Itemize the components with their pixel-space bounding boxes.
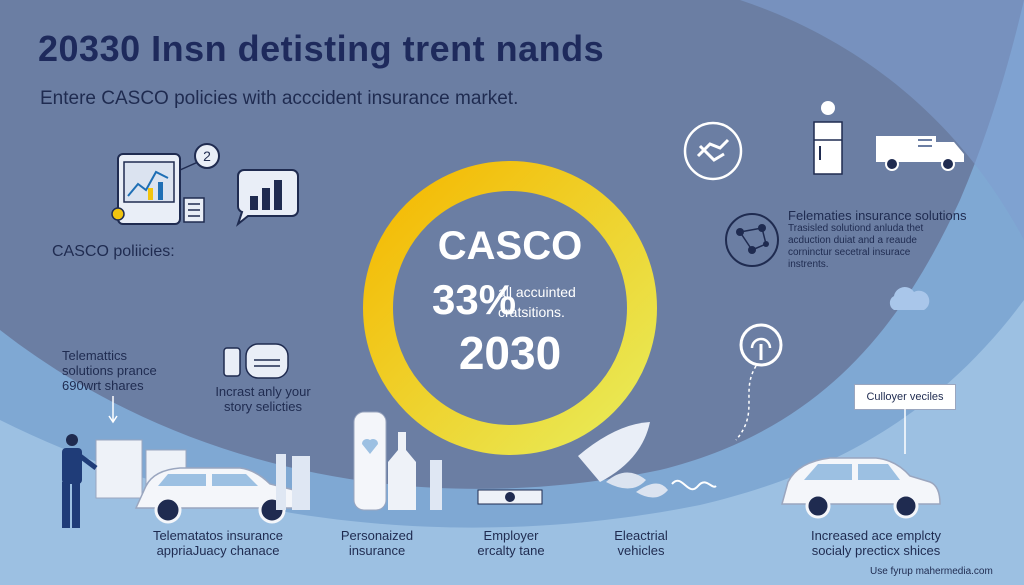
caption-electrical: Eleactrial vehicles [586, 528, 696, 558]
badge-number: 2 [194, 143, 220, 169]
caption-line: Eleactrial [614, 528, 668, 543]
fingerprint-icon [739, 323, 783, 367]
telematics-note-line: solutions prance [62, 363, 157, 378]
telematics-solutions-block: Felematies insurance solutions Trasisled… [788, 208, 978, 271]
coin-icon [477, 489, 543, 505]
van-icon [876, 136, 964, 171]
page-title: 20330 Insn detisting trent nands [38, 28, 605, 69]
source-credit: Use fyrup mahermedia.com [870, 566, 993, 577]
caption-increased: Increased ace emplcty socialy precticx s… [786, 528, 966, 558]
casco-ring-chart [363, 161, 657, 455]
telematics-body-line: corninctur secetral insurace [788, 247, 911, 258]
phone-icon [223, 343, 289, 379]
callout-pointer [904, 408, 906, 454]
leaf-icon [578, 422, 717, 498]
caption-line: Telematatos insurance [152, 528, 284, 543]
tablet-chart-icon [111, 153, 205, 225]
caption-personalized: Personaized insurance [322, 528, 432, 558]
caption-line: ercalty tane [477, 543, 545, 558]
caption-line: socialy precticx shices [811, 543, 941, 558]
fridge-icon [813, 101, 843, 175]
caption-line: Increased ace emplcty [810, 528, 942, 543]
telematics-note: Telemattics solutions prance 690wrt shar… [62, 348, 157, 393]
caption-line: appriaJuacy chanace [156, 543, 280, 558]
ring-percent: 33% [432, 276, 517, 323]
network-icon [725, 213, 779, 267]
casco-policies-label: CASCO poliicies: [52, 243, 175, 260]
person-icon [62, 434, 98, 528]
telematics-heading: Felematies insurance solutions [788, 208, 967, 223]
caption-employer: Employer ercalty tane [456, 528, 566, 558]
ring-year: 2030 [458, 327, 562, 379]
telematics-note-line: Telemattics [62, 348, 128, 363]
cloud-icon [889, 287, 930, 310]
caption-line: Personaized [340, 528, 414, 543]
telematics-body-line: acduction duiat and a reaude [788, 235, 917, 246]
person-car-scene [62, 434, 305, 528]
connector-line [735, 365, 757, 441]
ring-note-line: all accuinted [498, 284, 576, 300]
handshake-icon [683, 121, 743, 181]
story-note: Incrast anly your story selicties [208, 384, 318, 414]
bottles-icon [276, 411, 442, 511]
page-subtitle: Entere CASCO policies with acccident ins… [40, 88, 519, 109]
ring-note-line: cratsitions. [498, 304, 565, 320]
callout-label: Culloyer veciles [854, 384, 956, 410]
caption-line: Employer [483, 528, 539, 543]
speech-bubble-chart-icon [235, 169, 299, 227]
telematics-body-line: Trasisled solutiond anluda thet [788, 223, 924, 234]
story-note-line: Incrast anly your [215, 384, 311, 399]
caption-telematics: Telematatos insurance appriaJuacy chanac… [138, 528, 298, 558]
car-icon [781, 457, 941, 519]
ring-note: all accuinted cratsitions. [498, 282, 576, 322]
telematics-body-line: instrents. [788, 259, 829, 270]
caption-line: insurance [348, 543, 406, 558]
ring-word: CASCO [437, 224, 583, 268]
caption-line: vehicles [617, 543, 665, 558]
story-note-line: story selicties [223, 399, 303, 414]
car-icon [134, 467, 305, 524]
arrow-down-icon [108, 396, 118, 424]
telematics-note-line: 690wrt shares [62, 378, 144, 393]
